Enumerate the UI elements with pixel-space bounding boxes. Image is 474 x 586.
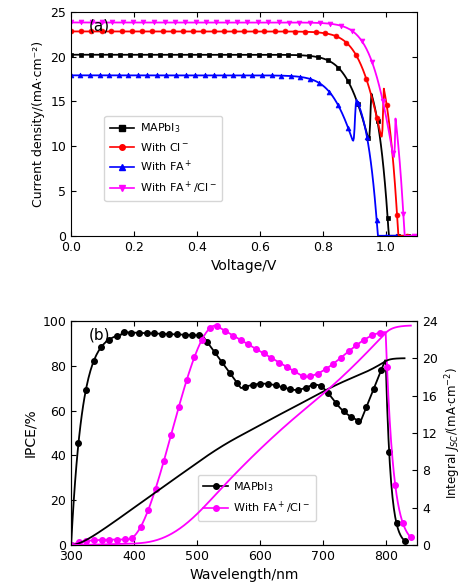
X-axis label: Voltage/V: Voltage/V xyxy=(211,259,277,273)
Y-axis label: Integral $J_{SC}$/(mA·cm$^{-2}$): Integral $J_{SC}$/(mA·cm$^{-2}$) xyxy=(443,367,463,499)
Legend: MAPbI$_3$, With FA$^+$/Cl$^-$: MAPbI$_3$, With FA$^+$/Cl$^-$ xyxy=(198,475,316,522)
Y-axis label: Current density/(mA·cm⁻²): Current density/(mA·cm⁻²) xyxy=(32,40,45,207)
Legend: MAPbI$_3$, With Cl$^-$, With FA$^+$, With FA$^+$/Cl$^-$: MAPbI$_3$, With Cl$^-$, With FA$^+$, Wit… xyxy=(104,116,222,201)
Text: (b): (b) xyxy=(88,328,110,343)
Y-axis label: IPCE/%: IPCE/% xyxy=(23,408,37,457)
X-axis label: Wavelength/nm: Wavelength/nm xyxy=(190,568,299,582)
Text: (a): (a) xyxy=(88,18,109,33)
